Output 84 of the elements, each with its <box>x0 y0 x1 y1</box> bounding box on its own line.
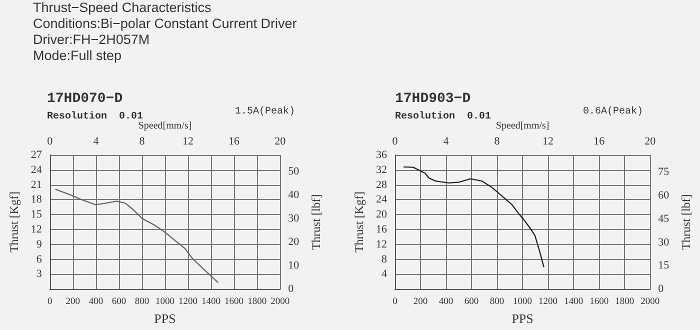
x2-tick-label: 8 <box>494 136 500 148</box>
x-tick-label: 1400 <box>202 297 221 308</box>
x2-tick-label: 16 <box>594 136 606 148</box>
x2-tick-label: 12 <box>182 136 194 148</box>
y-tick-label: 15 <box>30 208 42 221</box>
y-tick-label: 24 <box>376 194 388 206</box>
y2-tick-label: 15 <box>658 260 670 272</box>
x2-tick-label: 4 <box>443 136 450 148</box>
chart-title: 17HD070−D <box>47 91 123 107</box>
x-tick-label: 0 <box>48 297 53 308</box>
x-tick-label: 1000 <box>513 297 532 308</box>
x-tick-label: 1600 <box>590 297 609 308</box>
x2-tick-label: 16 <box>228 136 240 148</box>
x-tick-label: 1600 <box>224 297 244 308</box>
x2-tick-label: 20 <box>274 136 286 148</box>
y2-tick-label: 10 <box>288 260 300 272</box>
x2-axis-title: Speed[mm/s] <box>138 120 192 132</box>
y-tick-label: 24 <box>30 164 42 176</box>
x-axis-title: PPS <box>154 311 176 326</box>
y2-tick-label: 30 <box>658 236 670 248</box>
y-tick-label: 36 <box>376 149 388 161</box>
line-series <box>54 188 219 284</box>
y-tick-label: 9 <box>36 238 42 250</box>
y-tick-label: 28 <box>376 178 388 191</box>
y-axis-title: Thrust [Kgf] <box>352 192 366 253</box>
x-tick-label: 1200 <box>538 297 558 308</box>
x-tick-label: 1400 <box>564 297 584 308</box>
x-tick-label: 200 <box>66 297 80 308</box>
y2-tick-label: 40 <box>288 188 300 201</box>
y-tick-label: 32 <box>376 164 387 176</box>
y-tick-label: 6 <box>36 253 42 266</box>
text: Driver:FH−2H057M <box>33 32 151 48</box>
x2-tick-label: 12 <box>542 136 554 148</box>
y2-tick-label: 75 <box>658 166 670 178</box>
x2-tick-label: 20 <box>644 136 656 148</box>
y2-tick-label: 60 <box>658 190 670 202</box>
chart-title: 17HD903−D <box>395 91 471 107</box>
x-tick-label: 2000 <box>640 297 660 308</box>
y-tick-label: 8 <box>382 253 388 266</box>
x2-axis-title: Speed[mm/s] <box>496 120 550 132</box>
y-tick-label: 18 <box>30 194 42 206</box>
y2-tick-label: 30 <box>288 212 300 225</box>
x-tick-label: 1200 <box>178 297 198 308</box>
y2-tick-label: 50 <box>288 165 300 178</box>
text: 1.5A(Peak) <box>234 106 296 118</box>
x2-tick-label: 0 <box>47 136 54 148</box>
y2-axis-title: Thrust [lbf] <box>309 194 323 250</box>
x-tick-label: 1800 <box>248 297 267 308</box>
x2-tick-label: 8 <box>139 136 146 148</box>
x2-tick-label: 4 <box>93 136 100 148</box>
y-tick-label: 16 <box>376 224 388 236</box>
x-tick-label: 200 <box>413 297 428 308</box>
x2-tick-label: 0 <box>392 136 398 148</box>
y2-tick-label: 45 <box>658 212 670 225</box>
line-series <box>402 166 544 268</box>
x-tick-label: 800 <box>134 297 150 308</box>
text: Conditions:Bi−polar Constant Current Driver <box>33 16 297 32</box>
y2-tick-label: 0 <box>288 283 294 296</box>
x-tick-label: 600 <box>112 297 126 308</box>
y-tick-label: 20 <box>376 208 388 221</box>
y-axis-title: Thrust [Kgf] <box>7 192 21 253</box>
y-tick-label: 27 <box>30 149 42 161</box>
text: Thrust−Speed Characteristics <box>33 0 212 16</box>
x-tick-label: 1800 <box>615 297 634 308</box>
y2-tick-label: 20 <box>288 236 300 248</box>
x-tick-label: 1000 <box>156 297 175 308</box>
x-tick-label: 2000 <box>270 297 290 308</box>
y-tick-label: 12 <box>376 238 387 250</box>
x-tick-label: 800 <box>490 297 504 308</box>
y2-axis-title: Thrust [lbf] <box>679 194 693 250</box>
text: Mode:Full step <box>33 48 123 64</box>
y2-tick-label: 0 <box>658 283 664 296</box>
chart-subtitle: Resolution 0.01 <box>395 110 492 122</box>
x-tick-label: 0 <box>392 297 398 308</box>
y-tick-label: 21 <box>30 178 42 191</box>
x-axis-title: PPS <box>512 311 534 326</box>
y-tick-label: 12 <box>30 224 42 236</box>
y-tick-label: 4 <box>382 268 388 280</box>
x-tick-label: 400 <box>438 297 454 308</box>
chart-subtitle: Resolution 0.01 <box>47 110 144 122</box>
y-tick-label: 3 <box>36 268 42 280</box>
x-tick-label: 600 <box>464 297 479 308</box>
x-tick-label: 400 <box>88 297 104 308</box>
text: 0.6A(Peak) <box>582 106 644 118</box>
